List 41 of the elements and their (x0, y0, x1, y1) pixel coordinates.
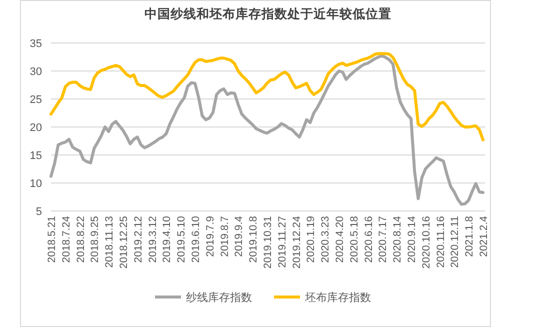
x-tick-label: 2019.7.9 (204, 216, 216, 257)
x-tick-label: 2020.6.16 (362, 216, 375, 263)
y-tick-label: 5 (36, 206, 42, 218)
x-tick-label: 2020.10.16 (420, 216, 432, 269)
x-tick-label: 2020.4.20 (334, 216, 346, 263)
x-tick-label: 2018.11.13 (104, 216, 116, 268)
x-tick-label: 2019.5.10 (176, 216, 188, 263)
x-tick-label: 2021.2.4 (478, 216, 490, 257)
x-tick-label: 2021.1.8 (464, 216, 476, 257)
x-tick-label: 2020.12.11 (449, 216, 462, 268)
x-tick-label: 2020.9.14 (406, 216, 418, 263)
x-tick-label: 2020.5.18 (348, 216, 360, 263)
x-tick-label: 2019.6.10 (190, 216, 202, 263)
x-tick-label: 2020.3.23 (320, 216, 332, 263)
x-tick-label: 2019.2.12 (132, 216, 144, 263)
x-tick-label: 2018.5.21 (46, 216, 58, 263)
y-tick-label: 25 (30, 94, 42, 106)
x-tick-label: 2018.12.25 (118, 216, 130, 269)
x-tick-label: 2020.1.19 (305, 216, 318, 263)
x-tick-label: 2019.4.10 (161, 216, 174, 263)
x-tick-label: 2019.8.7 (218, 216, 231, 257)
x-tick-label: 2018.9.25 (89, 216, 102, 263)
x-tick-label: 2019.9.4 (233, 216, 246, 257)
x-tick-label: 2019.10.31 (262, 216, 274, 269)
y-tick-label: 10 (30, 178, 42, 190)
x-tick-label: 2020.8.14 (392, 216, 404, 263)
x-tick-label: 2019.12.24 (290, 216, 303, 269)
x-tick-label: 2018.8.22 (74, 216, 87, 263)
y-tick-label: 35 (30, 38, 42, 50)
y-tick-label: 20 (30, 122, 42, 134)
legend-label: 坯布库存指数 (304, 291, 371, 304)
legend-label: 纱线库存指数 (186, 291, 252, 304)
x-tick-label: 2020.11.16 (434, 216, 447, 268)
x-tick-label: 2019.10.8 (248, 216, 260, 263)
x-tick-label: 2020.7.17 (377, 216, 390, 263)
y-tick-label: 15 (30, 150, 42, 162)
x-tick-label: 2019.11.27 (276, 216, 288, 268)
x-tick-label: 2019.3.12 (146, 216, 159, 263)
x-tick-label: 2018.7.24 (60, 216, 72, 263)
chart-title: 中国纱线和坯布库存指数处于近年较低位置 (144, 6, 392, 21)
y-tick-label: 30 (30, 66, 42, 78)
